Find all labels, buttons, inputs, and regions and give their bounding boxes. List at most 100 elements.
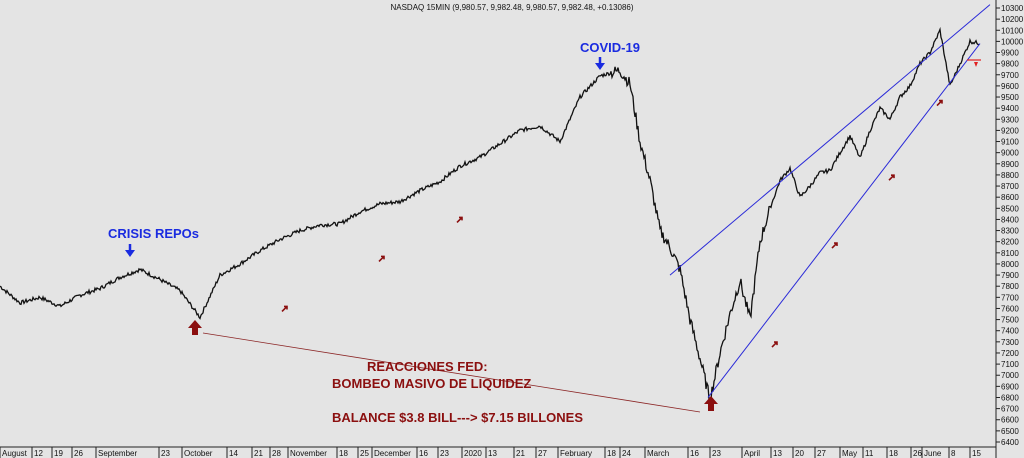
y-tick-label: 8200 <box>1001 238 1019 247</box>
y-tick-label: 7800 <box>1001 282 1019 291</box>
chart-title: NASDAQ 15MIN (9,980.57, 9,982.48, 9,980.… <box>390 3 633 12</box>
y-tick-label: 8800 <box>1001 171 1019 180</box>
y-tick-label: 8300 <box>1001 227 1019 236</box>
low-arrow-march <box>704 396 718 411</box>
fed-connector-line <box>202 332 701 413</box>
x-tick-label: May <box>842 449 857 458</box>
x-tick-label: 18 <box>339 449 348 458</box>
y-tick-label: 10200 <box>1001 15 1024 24</box>
y-tick-label: 9500 <box>1001 93 1019 102</box>
annotation-fed-reactions: REACCIONES FED: <box>367 359 488 374</box>
low-arrow-october <box>188 320 202 335</box>
y-tick-label: 8100 <box>1001 249 1019 258</box>
x-tick-label: 19 <box>54 449 63 458</box>
x-tick-label: December <box>374 449 411 458</box>
x-tick-label: 28 <box>272 449 281 458</box>
y-tick-label: 8500 <box>1001 204 1019 213</box>
y-tick-label: 7200 <box>1001 349 1019 358</box>
y-tick-label: 9600 <box>1001 82 1019 91</box>
x-tick-label: 26 <box>913 449 922 458</box>
y-tick-label: 7700 <box>1001 293 1019 302</box>
y-tick-label: 9700 <box>1001 71 1019 80</box>
x-tick-label: 23 <box>161 449 170 458</box>
trend-line-1 <box>669 4 991 276</box>
x-tick-label: September <box>98 449 137 458</box>
y-tick-label: 7300 <box>1001 338 1019 347</box>
y-tick-label: 9800 <box>1001 60 1019 69</box>
y-tick-label: 7500 <box>1001 316 1019 325</box>
trend-lines <box>669 4 991 398</box>
small-arrow-6 <box>888 174 895 181</box>
x-tick-label: 15 <box>972 449 981 458</box>
x-tick-label: 23 <box>440 449 449 458</box>
covid-arrow <box>595 63 605 70</box>
x-tick-label: 13 <box>773 449 782 458</box>
y-tick-label: 9400 <box>1001 104 1019 113</box>
annotation-balance: BALANCE $3.8 BILL---> $7.15 BILLONES <box>332 410 583 425</box>
x-tick-label: August <box>2 449 28 458</box>
y-tick-label: 9100 <box>1001 138 1019 147</box>
x-tick-label: November <box>290 449 327 458</box>
last-price-arrow <box>974 62 978 67</box>
x-tick-label: 16 <box>419 449 428 458</box>
x-tick-label: October <box>184 449 213 458</box>
small-arrow-2 <box>378 255 385 262</box>
x-tick-label: March <box>647 449 669 458</box>
x-tick-label: 18 <box>889 449 898 458</box>
y-tick-label: 8400 <box>1001 215 1019 224</box>
y-tick-label: 6700 <box>1001 405 1019 414</box>
y-tick-label: 6600 <box>1001 416 1019 425</box>
x-tick-label: 13 <box>488 449 497 458</box>
y-tick-label: 7400 <box>1001 327 1019 336</box>
x-tick-label: 21 <box>516 449 525 458</box>
x-tick-label: February <box>560 449 592 458</box>
x-tick-label: 16 <box>690 449 699 458</box>
y-tick-label: 9900 <box>1001 49 1019 58</box>
x-tick-label: 26 <box>74 449 83 458</box>
x-tick-label: 2020 <box>464 449 482 458</box>
y-tick-label: 10100 <box>1001 26 1024 35</box>
small-arrow-1 <box>281 305 288 313</box>
x-tick-label: 27 <box>538 449 547 458</box>
y-tick-label: 9000 <box>1001 149 1019 158</box>
x-tick-label: 23 <box>712 449 721 458</box>
y-tick-label: 9300 <box>1001 115 1019 124</box>
price-series <box>0 26 979 405</box>
x-tick-label: 8 <box>951 449 956 458</box>
price-line <box>0 26 979 405</box>
y-tick-label: 7600 <box>1001 304 1019 313</box>
x-tick-label: 24 <box>622 449 631 458</box>
small-arrow-3 <box>456 216 463 224</box>
y-tick-label: 10000 <box>1001 37 1024 46</box>
y-tick-label: 10300 <box>1001 4 1024 13</box>
x-tick-label: 14 <box>229 449 238 458</box>
y-tick-label: 8000 <box>1001 260 1019 269</box>
x-tick-label: 20 <box>795 449 804 458</box>
x-tick-label: 18 <box>607 449 616 458</box>
annotation-crisis-repos: CRISIS REPOs <box>108 226 199 241</box>
y-tick-label: 9200 <box>1001 126 1019 135</box>
x-tick-label: 12 <box>34 449 43 458</box>
small-arrow-5 <box>831 242 838 249</box>
x-tick-label: 21 <box>254 449 263 458</box>
x-tick-label: June <box>924 449 942 458</box>
y-tick-label: 7900 <box>1001 271 1019 280</box>
x-tick-label: 27 <box>817 449 826 458</box>
y-tick-label: 8600 <box>1001 193 1019 202</box>
x-tick-label: 25 <box>360 449 369 458</box>
y-tick-label: 6900 <box>1001 382 1019 391</box>
annotation-covid: COVID-19 <box>580 40 640 55</box>
annotation-liquidity: BOMBEO MASIVO DE LIQUIDEZ <box>332 376 531 391</box>
y-tick-label: 6400 <box>1001 438 1019 447</box>
y-tick-label: 8700 <box>1001 182 1019 191</box>
x-tick-label: 11 <box>865 449 874 458</box>
trend-line-2 <box>707 43 981 398</box>
y-tick-label: 7000 <box>1001 371 1019 380</box>
small-arrow-4 <box>771 341 778 348</box>
y-tick-label: 6800 <box>1001 393 1019 402</box>
small-arrow-7 <box>936 99 943 107</box>
y-tick-label: 7100 <box>1001 360 1019 369</box>
y-tick-label: 8900 <box>1001 160 1019 169</box>
